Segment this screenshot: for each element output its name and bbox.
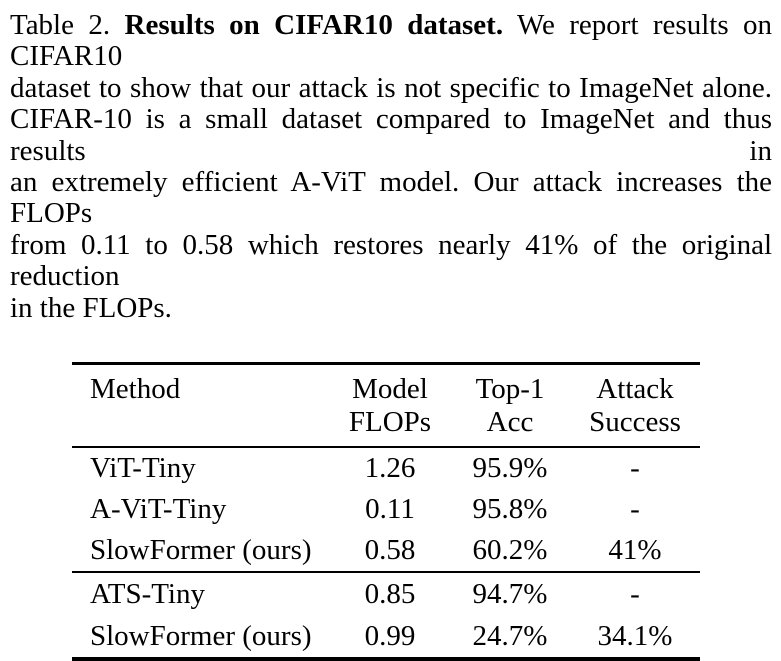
attack-cell: -: [630, 577, 640, 610]
results-table: Method Model FLOPs Top-1 Acc Attack Succ…: [72, 362, 700, 661]
flops-cell: 0.58: [364, 534, 416, 567]
table-caption: Table 2. Results on CIFAR10 dataset. We …: [10, 9, 772, 324]
table-group-avit: ViT-Tiny 1.26 95.9% - A-ViT-Tiny 0.11 95…: [72, 447, 700, 573]
header-model-flops-line2: FLOPs: [348, 406, 432, 439]
table-header: Method Model FLOPs Top-1 Acc Attack Succ…: [72, 364, 700, 448]
table-row-slowformer-avit: SlowFormer (ours) 0.58 60.2% 41%: [72, 530, 700, 572]
header-attack-success: Attack Success: [570, 364, 700, 448]
method-cell: ViT-Tiny: [90, 452, 196, 485]
caption-label: Table 2.: [10, 9, 111, 41]
header-attack-success-line1: Attack: [596, 373, 674, 406]
method-cell: SlowFormer (ours): [90, 534, 312, 567]
header-method: Method: [72, 364, 330, 448]
header-attack-success-line2: Success: [589, 406, 681, 439]
table-header-row: Method Model FLOPs Top-1 Acc Attack Succ…: [72, 364, 700, 448]
header-top1-acc-line2: Acc: [486, 406, 534, 439]
acc-cell: 94.7%: [472, 577, 548, 610]
table-row-slowformer-ats: SlowFormer (ours) 0.99 24.7% 34.1%: [72, 615, 700, 659]
header-method-line1: Method: [90, 373, 181, 406]
attack-cell: 34.1%: [597, 619, 673, 652]
method-cell: ATS-Tiny: [90, 577, 205, 610]
method-cell: SlowFormer (ours): [90, 619, 312, 652]
header-model-flops: Model FLOPs: [330, 364, 450, 448]
flops-cell: 1.26: [364, 452, 416, 485]
caption-body-start: We report results on CIFAR10: [10, 9, 772, 73]
caption-line-2: dataset to show that our attack is not s…: [10, 71, 772, 104]
acc-cell: 60.2%: [472, 534, 548, 567]
caption-line-4: an extremely efficient A-ViT model. Our …: [10, 166, 772, 230]
table-group-ats: ATS-Tiny 0.85 94.7% - SlowFormer (ours) …: [72, 572, 700, 659]
acc-cell: 95.8%: [472, 493, 548, 526]
flops-cell: 0.99: [364, 619, 416, 652]
caption-line-3: CIFAR-10 is a small dataset compared to …: [10, 103, 772, 167]
caption-title: Results on CIFAR10 dataset.: [124, 9, 504, 41]
acc-cell: 24.7%: [472, 619, 548, 652]
table-row-vit-tiny: ViT-Tiny 1.26 95.9% -: [72, 447, 700, 489]
method-cell: A-ViT-Tiny: [90, 493, 227, 526]
header-top1-acc-line1: Top-1: [475, 373, 545, 406]
header-top1-acc: Top-1 Acc: [450, 364, 570, 448]
header-model-flops-line1: Model: [352, 373, 428, 406]
caption-line-5: from 0.11 to 0.58 which restores nearly …: [10, 228, 772, 293]
flops-cell: 0.11: [365, 493, 415, 526]
attack-cell: -: [630, 452, 640, 485]
table-row-ats-tiny: ATS-Tiny 0.85 94.7% -: [72, 572, 700, 615]
flops-cell: 0.85: [364, 577, 416, 610]
caption-line-6: in the FLOPs.: [10, 291, 172, 324]
table-row-a-vit-tiny: A-ViT-Tiny 0.11 95.8% -: [72, 489, 700, 530]
attack-cell: 41%: [608, 534, 662, 567]
acc-cell: 95.9%: [472, 452, 548, 485]
attack-cell: -: [630, 493, 640, 526]
caption-line-1: Table 2. Results on CIFAR10 dataset. We …: [10, 9, 772, 73]
